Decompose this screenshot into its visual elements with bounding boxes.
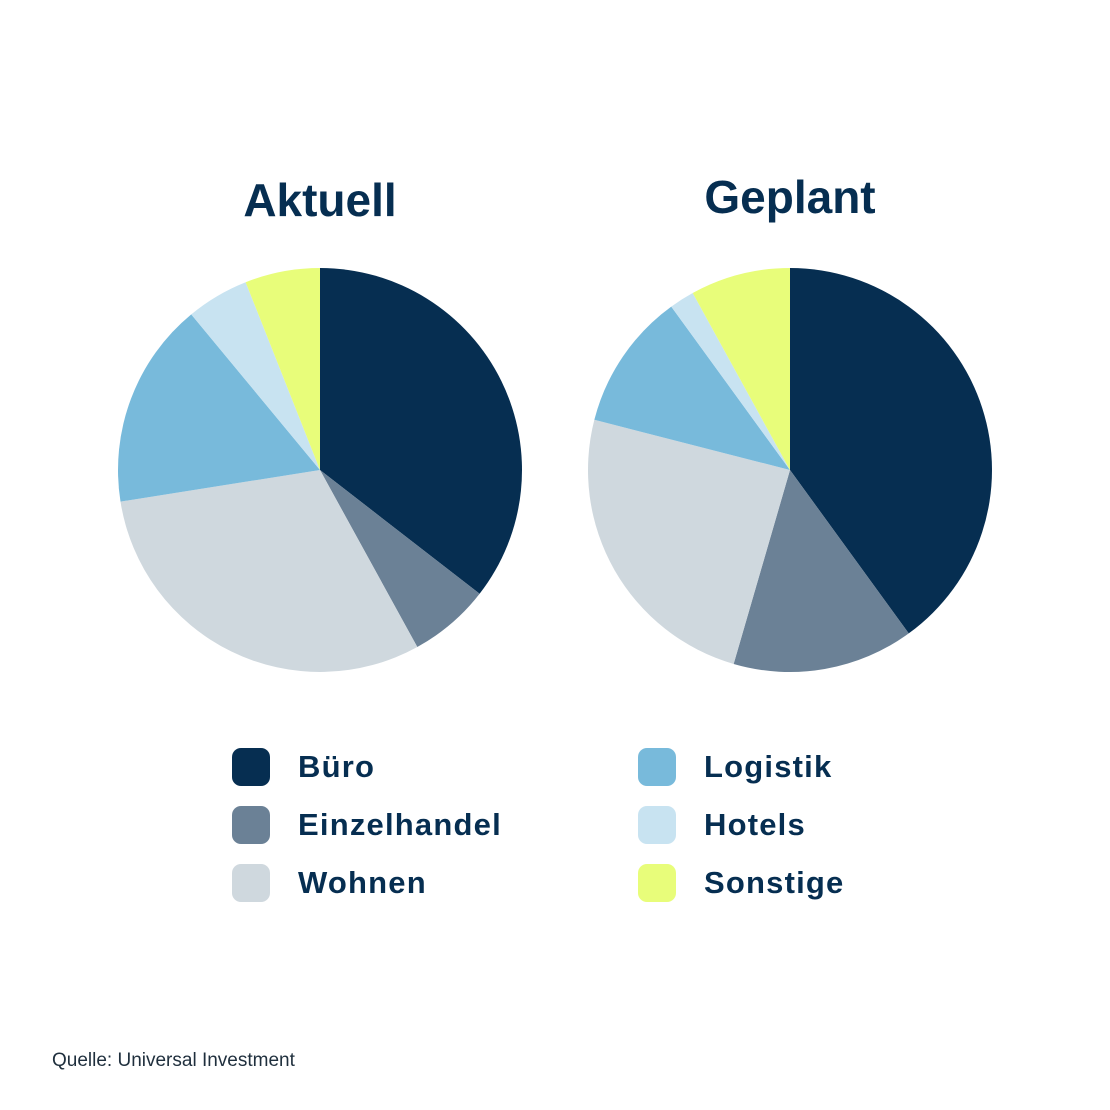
legend-label-sonstige: Sonstige [704, 865, 845, 900]
pie-slice-aktuell-einzelhandel [320, 470, 480, 648]
legend-swatch-einzelhandel [232, 806, 270, 844]
pie-slice-geplant-einzelhandel [733, 470, 909, 673]
legend-label-hotels: Hotels [704, 807, 806, 842]
pie-charts: Aktuell Geplant [118, 171, 992, 673]
pie-slice-aktuell-sonstige [245, 268, 320, 470]
legend-item-wohnen: Wohnen [232, 864, 502, 902]
pie-slice-aktuell-wohnen [120, 470, 418, 672]
pie-slice-geplant-hotels [671, 292, 790, 470]
pie-slice-aktuell-hotels [191, 282, 320, 470]
pie-aktuell [118, 268, 523, 672]
pie-title-geplant: Geplant [704, 171, 875, 223]
legend-label-einzelhandel: Einzelhandel [298, 807, 502, 842]
pie-slice-aktuell-buero [320, 268, 523, 594]
legend-swatch-sonstige [638, 864, 676, 902]
legend-left-column: Büro Einzelhandel Wohnen [232, 748, 502, 902]
pie-slice-geplant-wohnen [588, 419, 790, 664]
legend-swatch-logistik [638, 748, 676, 786]
legend-label-wohnen: Wohnen [298, 865, 427, 900]
pie-title-aktuell: Aktuell [243, 174, 396, 226]
legend-right-column: Logistik Hotels Sonstige [638, 748, 845, 902]
pie-slice-aktuell-logistik [118, 314, 320, 502]
pie-geplant [588, 268, 992, 673]
legend-item-einzelhandel: Einzelhandel [232, 806, 502, 844]
source-note: Quelle: Universal Investment [52, 1050, 295, 1071]
legend-swatch-buero [232, 748, 270, 786]
pie-slice-geplant-buero [790, 268, 992, 634]
legend-item-buero: Büro [232, 748, 502, 786]
pie-slice-geplant-logistik [594, 306, 790, 470]
legend-label-buero: Büro [298, 749, 376, 784]
pie-slice-geplant-sonstige [692, 268, 790, 470]
legend-label-logistik: Logistik [704, 749, 833, 784]
legend-swatch-wohnen [232, 864, 270, 902]
legend-item-hotels: Hotels [638, 806, 845, 844]
legend-swatch-hotels [638, 806, 676, 844]
legend-item-logistik: Logistik [638, 748, 845, 786]
legend-item-sonstige: Sonstige [638, 864, 845, 902]
